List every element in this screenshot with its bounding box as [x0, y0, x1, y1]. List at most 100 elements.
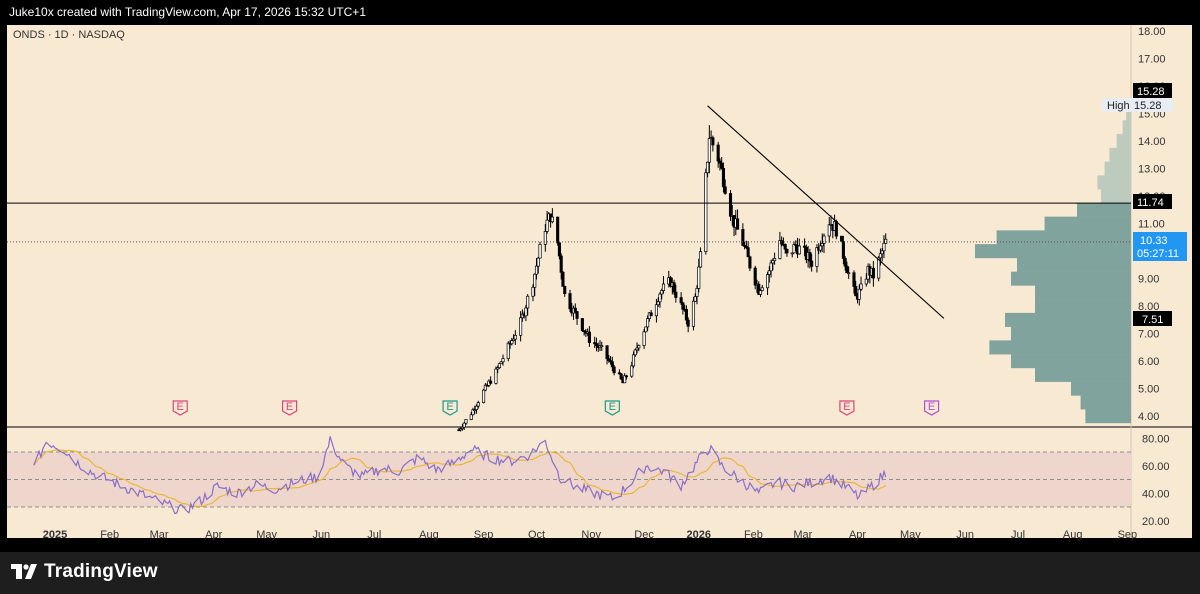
volume-profile-bar: [1071, 381, 1131, 396]
candle-body: [568, 293, 572, 310]
candle-body: [633, 349, 637, 356]
volume-profile-bar: [1109, 147, 1131, 162]
volume-profile-bar: [1116, 134, 1131, 149]
candle-body: [473, 409, 477, 411]
candle-body: [496, 367, 500, 370]
time-tick-label: Nov: [581, 529, 601, 541]
rsi-line: [33, 436, 887, 515]
volume-profile-bar: [975, 244, 1131, 259]
candle-body: [674, 291, 678, 298]
time-tick-label: May: [256, 529, 277, 541]
price-tick-label: 14.00: [1138, 136, 1166, 148]
low-tag: 7.51: [1133, 311, 1172, 326]
candle-body: [649, 312, 653, 317]
earnings-marker-label: E: [609, 401, 616, 413]
candle-body: [859, 283, 863, 290]
candle-body: [658, 293, 662, 303]
candle-body: [531, 286, 535, 297]
time-tick-label: Mar: [793, 529, 812, 541]
earnings-marker[interactable]: E: [442, 400, 458, 416]
reference-lines: [7, 105, 1131, 319]
candle-body: [494, 368, 498, 384]
high-tag-bg: [1133, 83, 1172, 98]
candle-body: [471, 409, 475, 416]
candle-body: [746, 247, 750, 258]
rsi-tick-label: 40.00: [1142, 488, 1170, 500]
candle-body: [808, 252, 812, 262]
candle-body: [748, 256, 752, 269]
candle-body: [624, 375, 629, 378]
candle-body: [556, 216, 560, 244]
price-tick-label: 4.00: [1138, 411, 1159, 423]
earnings-marker-label: E: [177, 401, 184, 413]
tradingview-logo[interactable]: TradingView: [11, 561, 158, 583]
high-label-bg: [1102, 98, 1173, 112]
candle-body: [545, 219, 549, 232]
candle-body: [880, 250, 884, 255]
candle-body: [721, 168, 726, 188]
candle-body: [607, 358, 611, 361]
candle-body: [803, 245, 807, 248]
candle-body: [573, 307, 577, 312]
attribution-bar: Juke10x created with TradingView.com, Ap…: [0, 0, 1200, 25]
candle-body: [810, 260, 814, 267]
candle-body: [587, 331, 591, 343]
candle-body: [557, 242, 561, 257]
time-tick-label: 2025: [43, 529, 67, 541]
footer: TradingView: [0, 552, 1200, 594]
price-tick-label: 6.00: [1138, 356, 1159, 368]
earnings-marker[interactable]: E: [839, 400, 855, 416]
candle-body: [459, 428, 463, 431]
candle-body: [612, 366, 616, 374]
high-tag: 15.28: [1133, 83, 1172, 98]
rsi-tick-label: 20.00: [1142, 516, 1170, 528]
time-tick-label: Jul: [1011, 529, 1025, 541]
time-tick-label: Jul: [367, 529, 381, 541]
volume-profile: [975, 106, 1131, 424]
candle-body: [482, 389, 486, 403]
candle-body: [773, 258, 777, 261]
candles: [457, 125, 888, 432]
candle-body: [637, 345, 641, 349]
volume-profile-bar: [1017, 257, 1131, 272]
volume-profile-bar: [1122, 120, 1131, 135]
price-tick-label: 13.00: [1138, 164, 1166, 176]
candle-body: [681, 302, 685, 310]
brand-name: TradingView: [44, 561, 158, 582]
resistance-tag-text: 11.74: [1137, 197, 1164, 209]
time-tick-label: Sep: [1118, 529, 1138, 541]
earnings-marker[interactable]: E: [923, 400, 940, 416]
candle-body: [822, 235, 826, 244]
earnings-marker-label: E: [843, 401, 850, 413]
candle-body: [871, 267, 875, 279]
earnings-marker[interactable]: E: [172, 400, 188, 416]
earnings-marker[interactable]: E: [604, 400, 620, 416]
time-tick-label: Apr: [205, 529, 222, 541]
candle-body: [765, 274, 770, 289]
downtrend-line[interactable]: [707, 105, 945, 319]
candle-body: [460, 426, 464, 430]
candle-body: [476, 402, 480, 407]
earnings-marker[interactable]: E: [281, 400, 298, 416]
candle-body: [857, 288, 861, 300]
volume-profile-bar: [1097, 175, 1131, 190]
candle-body: [506, 342, 510, 359]
time-tick-label: Feb: [100, 529, 119, 541]
candle-body: [686, 319, 690, 327]
candle-body: [797, 245, 801, 255]
candle-body: [707, 138, 711, 163]
candle-body: [693, 296, 697, 302]
candle-body: [757, 283, 761, 295]
candle-body: [550, 216, 554, 223]
high-value: 15.28: [1134, 100, 1162, 112]
volume-profile-bar: [1044, 216, 1131, 231]
time-tick-label: Dec: [634, 529, 654, 541]
candle-body: [741, 228, 745, 246]
candle-body: [785, 248, 789, 254]
time-tick-label: Jun: [956, 529, 974, 541]
candle-body: [619, 373, 623, 380]
rsi-pane: [33, 436, 887, 515]
candle-body: [834, 221, 838, 237]
candle-body: [840, 235, 844, 242]
